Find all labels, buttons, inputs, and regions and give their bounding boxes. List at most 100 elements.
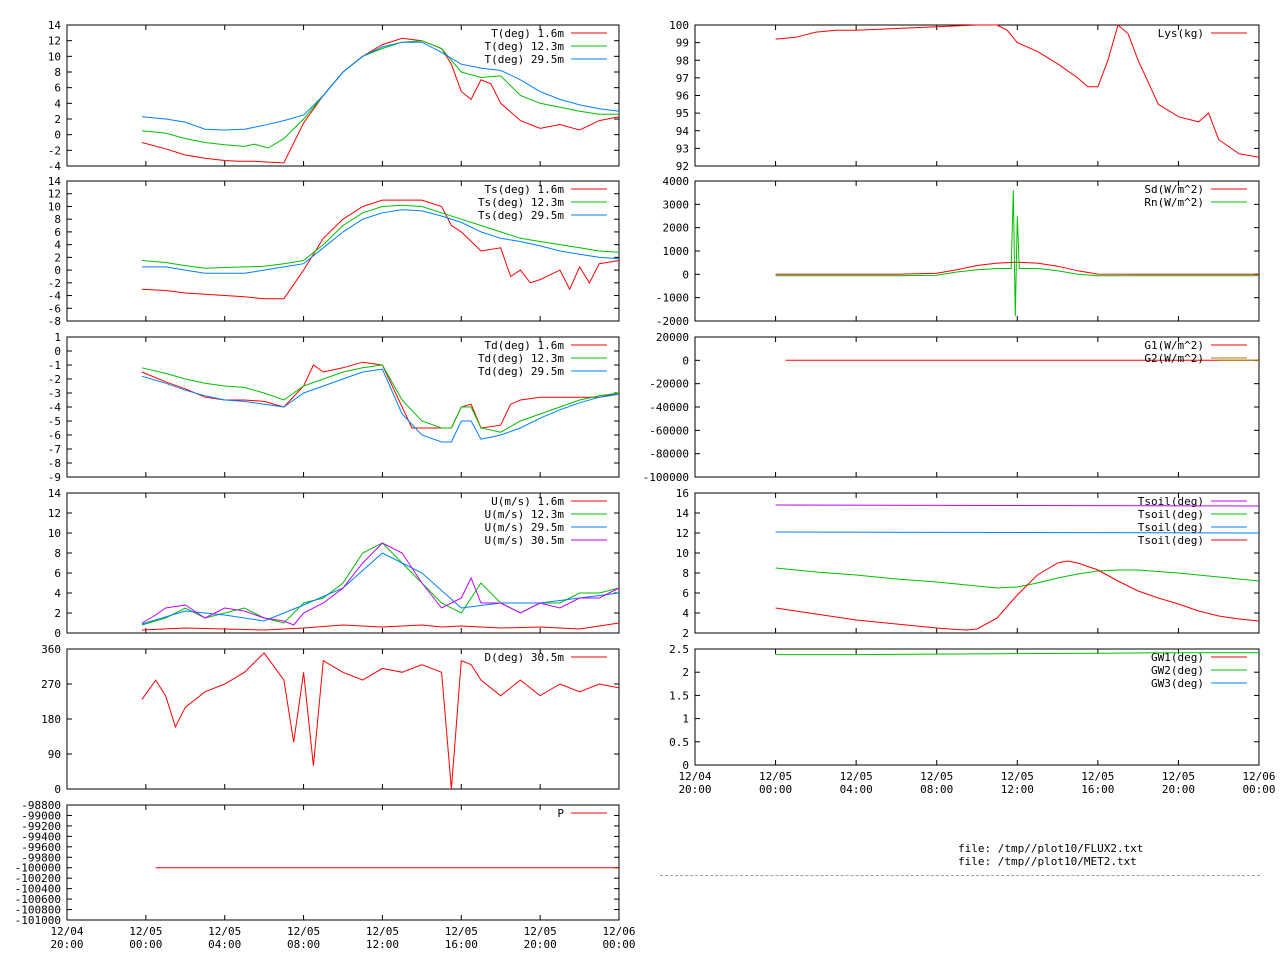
y-tick-label: 8 bbox=[682, 567, 689, 580]
x-tick-label-time: 12:00 bbox=[1001, 783, 1034, 796]
x-tick-label-date: 12/05 bbox=[840, 770, 873, 783]
series-line-D-0 bbox=[141, 652, 620, 790]
x-tick-label-date: 12/05 bbox=[445, 925, 478, 938]
legend-label: Tsoil(deg) bbox=[1138, 534, 1204, 547]
x-tick-label-date: 12/04 bbox=[50, 925, 83, 938]
x-tick-label-date: 12/05 bbox=[1001, 770, 1034, 783]
x-tick-label-date: 12/04 bbox=[678, 770, 711, 783]
legend-label: GW3(deg) bbox=[1151, 677, 1204, 690]
series-line-Tsoil-0 bbox=[775, 504, 1260, 507]
x-tick-label-time: 00:00 bbox=[1242, 783, 1275, 796]
legend-label: G2(W/m^2) bbox=[1144, 352, 1204, 365]
legend-label: Tsoil(deg) bbox=[1138, 495, 1204, 508]
y-tick-label: 1 bbox=[54, 331, 61, 344]
y-tick-label: 10 bbox=[48, 50, 61, 63]
x-tick-label-time: 00:00 bbox=[129, 938, 162, 951]
y-tick-label: 0 bbox=[54, 783, 61, 796]
legend-label: T(deg) 29.5m bbox=[485, 53, 565, 66]
y-tick-label: -99200 bbox=[21, 820, 61, 833]
y-tick-label: 1.5 bbox=[669, 689, 689, 702]
y-tick-label: -20000 bbox=[649, 378, 689, 391]
legend-label: D(deg) 30.5m bbox=[485, 651, 565, 664]
panel-G: -100000 -80000 -60000 -40000 -20000 0 20000 G1(… bbox=[643, 331, 1260, 484]
y-tick-label: -4 bbox=[48, 160, 62, 173]
series-line-T-2 bbox=[141, 41, 620, 131]
y-tick-label: 12 bbox=[48, 507, 61, 520]
legend-label: U(m/s) 12.3m bbox=[485, 508, 565, 521]
legend-label: G1(W/m^2) bbox=[1144, 339, 1204, 352]
x-tick-label-time: 04:00 bbox=[840, 783, 873, 796]
x-tick-label-time: 00:00 bbox=[759, 783, 792, 796]
y-tick-label: 0 bbox=[54, 627, 61, 640]
panel-Rad: -2000 -1000 0 1000 2000 3000 4000 Sd(W/m^2)Rn(W… bbox=[656, 175, 1260, 328]
y-tick-label: 6 bbox=[54, 226, 61, 239]
y-tick-label: 10 bbox=[48, 527, 61, 540]
y-tick-label: -100400 bbox=[15, 883, 61, 896]
y-tick-label: 2 bbox=[682, 627, 689, 640]
x-tick-label-time: 12:00 bbox=[366, 938, 399, 951]
panel-frame bbox=[694, 24, 1260, 167]
legend-label: Td(deg) 1.6m bbox=[485, 339, 565, 352]
panel-frame bbox=[66, 648, 620, 790]
y-tick-label: 3000 bbox=[663, 198, 690, 211]
y-tick-label: 4000 bbox=[663, 175, 690, 188]
y-tick-label: 94 bbox=[676, 125, 690, 138]
x-tick-label-date: 12/05 bbox=[1081, 770, 1114, 783]
y-tick-label: -4 bbox=[48, 290, 62, 303]
y-tick-label: 360 bbox=[41, 643, 61, 656]
legend-label: Ts(deg) 29.5m bbox=[478, 209, 564, 222]
y-tick-label: 180 bbox=[41, 713, 61, 726]
y-tick-label: 14 bbox=[676, 507, 690, 520]
y-tick-label: -8 bbox=[48, 457, 61, 470]
panel-P: -101000-100800-100600-100400-100200-1000… bbox=[15, 799, 636, 951]
y-tick-label: -2000 bbox=[656, 315, 689, 328]
y-tick-label: 90 bbox=[48, 748, 61, 761]
y-tick-label: 8 bbox=[54, 66, 61, 79]
legend-label: Tsoil(deg) bbox=[1138, 521, 1204, 534]
x-tick-label-date: 12/05 bbox=[287, 925, 320, 938]
legend-label: Ts(deg) 12.3m bbox=[478, 196, 564, 209]
series-line-Tsoil-3 bbox=[775, 560, 1260, 631]
y-tick-label: 14 bbox=[48, 175, 62, 188]
y-tick-label: 4 bbox=[682, 607, 689, 620]
x-tick-label-date: 12/05 bbox=[208, 925, 241, 938]
x-tick-label-date: 12/05 bbox=[759, 770, 792, 783]
dashed-separator bbox=[660, 875, 1260, 876]
legend-label: T(deg) 1.6m bbox=[491, 27, 564, 40]
y-tick-label: -6 bbox=[48, 302, 61, 315]
y-tick-label: -7 bbox=[48, 443, 61, 456]
series-line-Td-2 bbox=[141, 368, 620, 443]
panel-frame bbox=[66, 24, 620, 167]
legend-label: Ts(deg) 1.6m bbox=[485, 183, 565, 196]
y-tick-label: 98 bbox=[676, 54, 689, 67]
file-path-met: file: /tmp//plot10/MET2.txt bbox=[958, 855, 1137, 868]
legend-label: Sd(W/m^2) bbox=[1144, 183, 1204, 196]
y-tick-label: -100000 bbox=[643, 471, 689, 484]
series-line-GW-1 bbox=[775, 652, 1259, 656]
legend-label: U(m/s) 30.5m bbox=[485, 534, 565, 547]
x-tick-label-time: 20:00 bbox=[1162, 783, 1195, 796]
y-tick-label: 10 bbox=[48, 200, 61, 213]
y-tick-label: -98800 bbox=[21, 799, 61, 812]
y-tick-label: 1 bbox=[682, 713, 689, 726]
x-tick-label-time: 08:00 bbox=[287, 938, 320, 951]
panel-GW: 00.511.522.512/0420:0012/0500:0012/0504:… bbox=[669, 643, 1275, 796]
series-line-Td-1 bbox=[141, 364, 620, 433]
y-tick-label: 1000 bbox=[663, 245, 690, 258]
y-tick-label: 4 bbox=[54, 97, 61, 110]
y-tick-label: 4 bbox=[54, 239, 61, 252]
legend-label: Lys(kg) bbox=[1158, 27, 1204, 40]
panel-Tsoil: 246810121416Tsoil(deg)Tsoil(deg)Tsoil(de… bbox=[676, 487, 1260, 640]
y-tick-label: 97 bbox=[676, 72, 689, 85]
panel-frame bbox=[694, 492, 1260, 634]
y-tick-label: -1000 bbox=[656, 292, 689, 305]
legend-label: GW2(deg) bbox=[1151, 664, 1204, 677]
y-tick-label: -9 bbox=[48, 471, 61, 484]
y-tick-label: -60000 bbox=[649, 424, 689, 437]
y-tick-label: 2 bbox=[54, 251, 61, 264]
legend-label: U(m/s) 1.6m bbox=[491, 495, 564, 508]
x-tick-label-time: 20:00 bbox=[678, 783, 711, 796]
y-tick-label: 4 bbox=[54, 587, 61, 600]
